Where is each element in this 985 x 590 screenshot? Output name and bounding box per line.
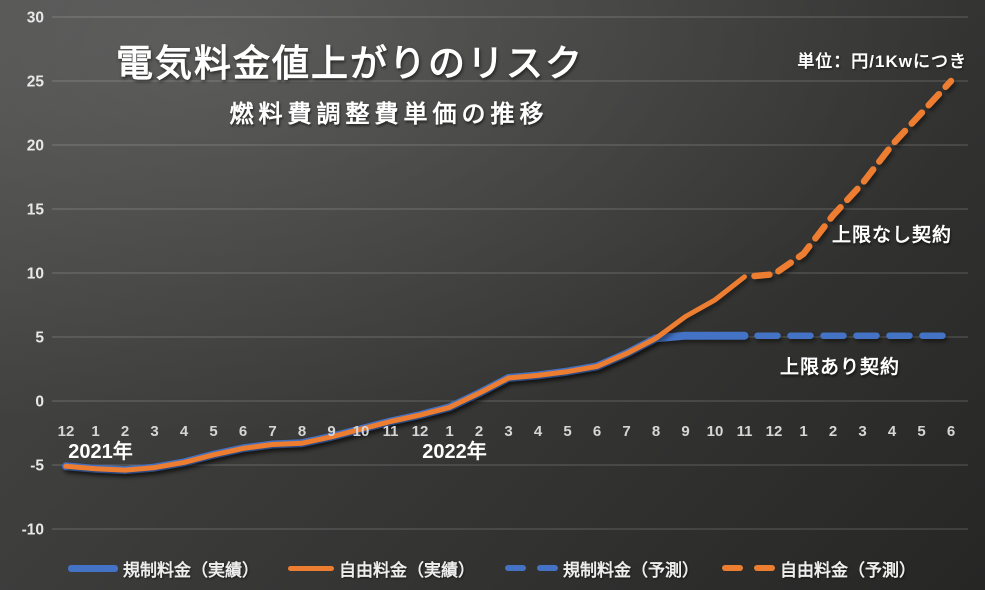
x-axis-label: 6 [239, 423, 247, 440]
y-axis-label: 5 [35, 330, 44, 347]
x-axis-label: 9 [681, 423, 689, 440]
chart-subtitle: 燃料費調整費単価の推移 [229, 101, 549, 128]
y-axis-label: 10 [27, 266, 44, 283]
chart-title: 電気料金値上がりのリスク [116, 43, 584, 84]
x-axis-label: 3 [150, 423, 158, 440]
solid-blue-line-swatch-icon [68, 564, 118, 572]
x-axis-label: 11 [383, 423, 399, 440]
x-axis-label: 10 [353, 423, 370, 440]
x-axis-label: 4 [534, 423, 543, 440]
x-axis-label: 3 [504, 423, 512, 440]
y-axis-label: 15 [27, 202, 45, 219]
x-axis-label: 2 [475, 423, 483, 440]
x-axis-label: 10 [707, 423, 724, 440]
x-axis-label: 6 [593, 423, 601, 440]
series-line [62, 331, 749, 475]
x-axis-label: 1 [799, 423, 807, 440]
year-label: 2022年 [422, 439, 487, 463]
annotation-with-cap-contract: 上限あり契約 [780, 357, 901, 378]
x-axis-label: 8 [298, 423, 306, 440]
legend-label: 自由料金（実績） [339, 560, 475, 580]
x-axis-label: 2 [829, 423, 837, 440]
legend-label: 規制料金（予測） [563, 560, 699, 580]
legend-item-regulated-forecast: 規制料金（予測） [505, 556, 699, 580]
legend-item-regulated-actual: 規制料金（実績） [68, 556, 259, 580]
series-line [741, 77, 955, 281]
x-axis-label: 7 [268, 423, 276, 440]
x-axis-label: 7 [622, 423, 630, 440]
chart-legend: 規制料金（実績） 自由料金（実績） 規制料金（予測） 自由料金（予測） [0, 556, 985, 584]
x-axis-label: 12 [58, 423, 75, 440]
y-axis-label: -5 [30, 458, 44, 475]
y-axis-label: -10 [22, 522, 44, 539]
legend-item-free-actual: 自由料金（実績） [288, 556, 475, 580]
legend-label: 規制料金（実績） [123, 560, 259, 580]
x-axis-label: 8 [652, 423, 660, 440]
annotation-no-cap-contract: 上限なし契約 [832, 225, 953, 246]
y-axis-labels: 30 25 20 15 10 5 0 -5 -10 [22, 10, 45, 539]
y-axis-label: 0 [35, 394, 44, 411]
legend-label: 自由料金（予測） [780, 560, 916, 580]
x-axis-label: 6 [947, 423, 955, 440]
year-label: 2021年 [68, 439, 133, 463]
y-axis-label: 20 [27, 138, 44, 155]
x-axis-label: 3 [858, 423, 866, 440]
y-axis-label: 25 [27, 74, 45, 91]
x-axis-label: 5 [209, 423, 217, 440]
y-axis-label: 30 [27, 10, 44, 27]
x-axis-label: 2 [121, 423, 129, 440]
series-lines [62, 77, 955, 475]
x-axis-label: 4 [888, 423, 897, 440]
x-axis-label: 12 [766, 423, 783, 440]
x-axis-label: 5 [917, 423, 925, 440]
x-axis-labels: 12 1 2 3 4 5 6 7 8 9 10 11 12 1 2 3 4 5 6 7 8 9 10 11 12 1 2 3 4 5 620… [58, 423, 956, 463]
legend-item-free-forecast: 自由料金（予測） [722, 556, 916, 580]
dashed-orange-line-swatch-icon [722, 565, 775, 571]
x-axis-label: 9 [327, 423, 335, 440]
x-axis-label: 5 [563, 423, 571, 440]
x-axis-label: 11 [737, 423, 753, 440]
series-line [63, 274, 747, 473]
solid-orange-line-swatch-icon [288, 565, 334, 571]
x-axis-label: 12 [412, 423, 429, 440]
x-axis-label: 1 [91, 423, 99, 440]
x-axis-label: 4 [180, 423, 189, 440]
dashed-blue-line-swatch-icon [505, 565, 558, 571]
unit-note: 単位：円/1Kwにつき [797, 52, 967, 71]
gridlines [52, 16, 968, 530]
x-axis-label: 1 [445, 423, 453, 440]
